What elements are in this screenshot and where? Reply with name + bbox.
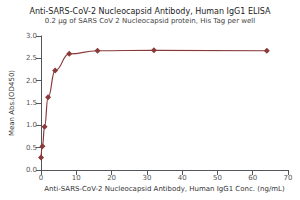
svg-text:2.5: 2.5 (26, 54, 37, 62)
svg-text:70: 70 (284, 174, 293, 182)
svg-text:0.2 μg of SARS CoV 2 Nucleocap: 0.2 μg of SARS CoV 2 Nucleocapsid protei… (45, 17, 255, 25)
svg-text:60: 60 (248, 174, 257, 182)
svg-text:2.0: 2.0 (26, 77, 37, 85)
svg-text:30: 30 (142, 174, 151, 182)
svg-text:Anti-SARS-CoV-2 Nucleocapsid A: Anti-SARS-CoV-2 Nucleocapsid Antibody, H… (30, 7, 271, 16)
svg-text:50: 50 (213, 174, 222, 182)
svg-text:Mean Abs.(OD450): Mean Abs.(OD450) (8, 70, 16, 136)
svg-text:1.5: 1.5 (26, 99, 37, 107)
svg-text:40: 40 (178, 174, 187, 182)
svg-text:1.0: 1.0 (26, 121, 37, 129)
svg-text:Anti-SARS-CoV-2 Nucleocapsid A: Anti-SARS-CoV-2 Nucleocapsid Antibody, H… (44, 185, 285, 193)
svg-text:3.0: 3.0 (26, 32, 37, 40)
svg-text:10: 10 (72, 174, 81, 182)
svg-text:20: 20 (107, 174, 116, 182)
svg-text:0: 0 (39, 174, 43, 182)
svg-text:0.5: 0.5 (26, 144, 37, 152)
svg-text:0.0: 0.0 (26, 166, 37, 174)
